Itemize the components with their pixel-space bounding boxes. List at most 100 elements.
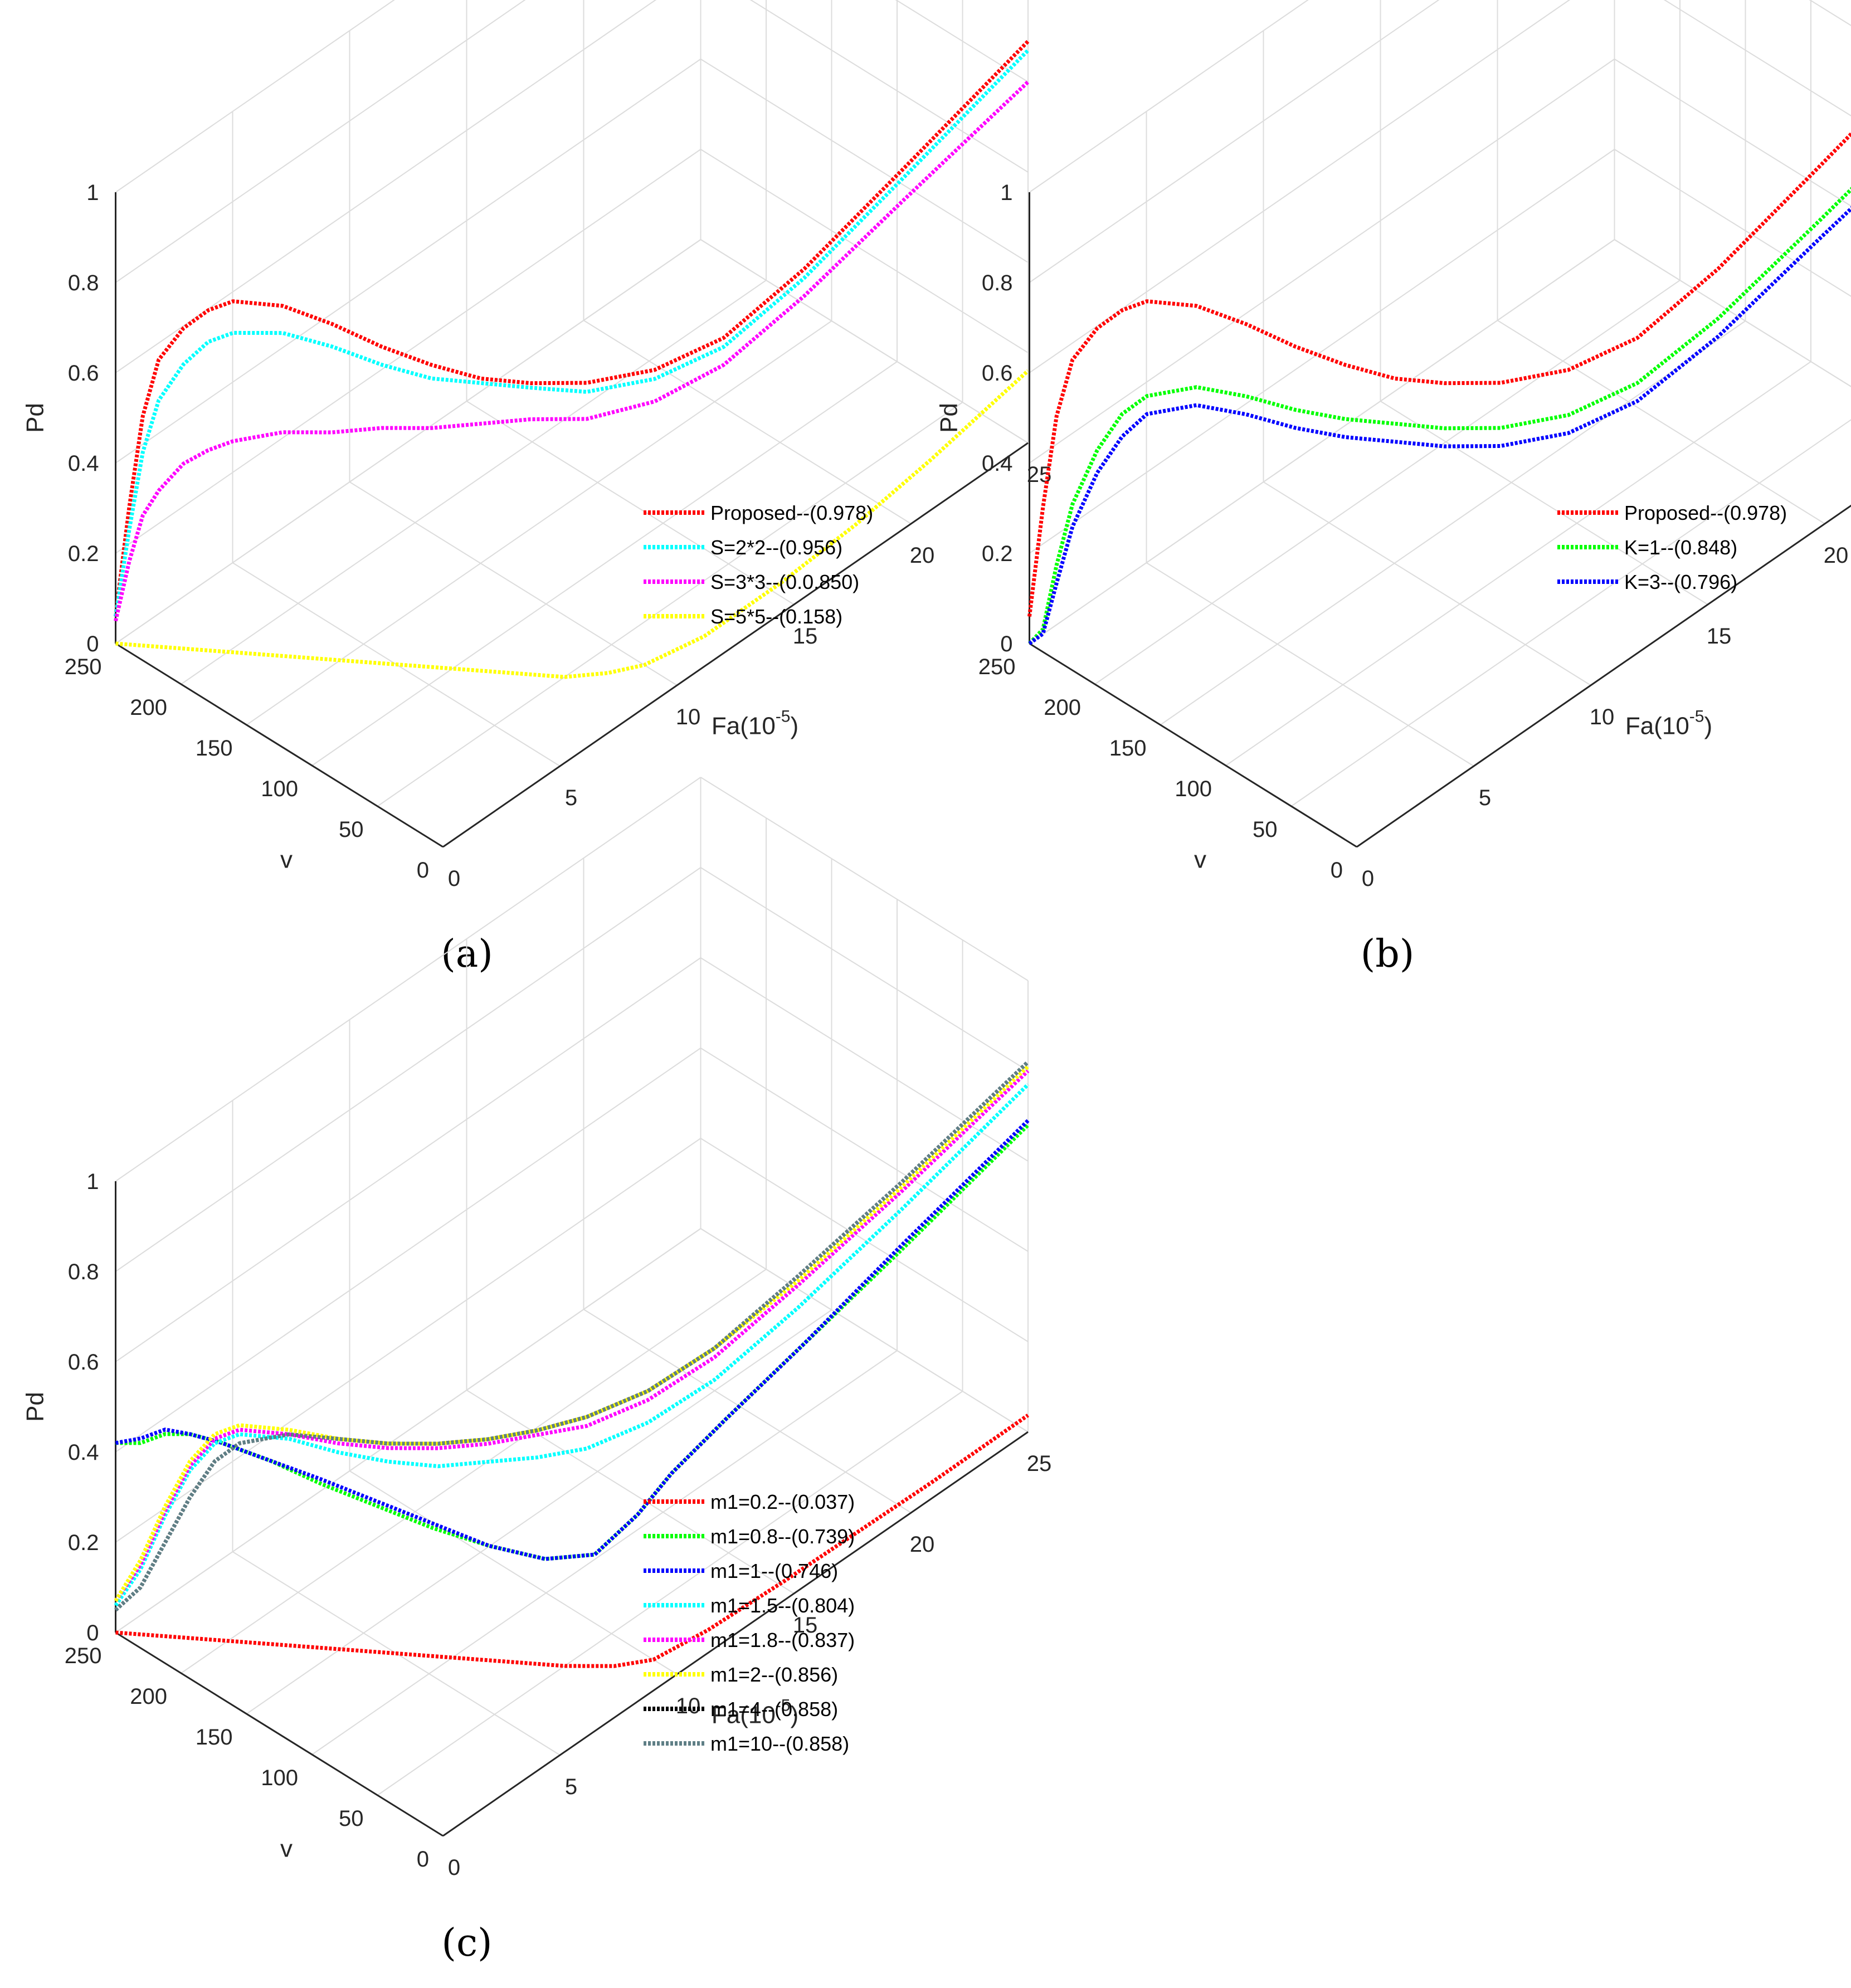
gridline	[246, 320, 832, 725]
x-axis-label-text: Fa(10	[1625, 713, 1689, 740]
y-tick-label: 200	[1044, 695, 1081, 720]
gridline	[1614, 239, 1851, 387]
gridline	[1497, 320, 1825, 524]
z-tick-label: 0.6	[68, 1350, 99, 1375]
y-tick-label: 0	[417, 858, 429, 883]
gridline	[1809, 0, 1851, 26]
chart-panel-b: 051015202505010015020025000.20.40.60.81F…	[936, 0, 1851, 976]
y-tick-label: 250	[65, 1644, 102, 1668]
x-tick-label: 20	[910, 1532, 935, 1557]
gridline	[1614, 239, 1851, 387]
y-tick-label: 250	[65, 655, 102, 679]
chart-panel-a: 051015202505010015020025000.20.40.60.81F…	[22, 0, 1051, 976]
z-tick-label: 0	[86, 1621, 99, 1645]
y-axis-label: v	[280, 1835, 293, 1862]
panel-caption: (c)	[441, 1921, 492, 1965]
z-tick-label: 1	[86, 1170, 99, 1194]
y-tick-label: 50	[339, 817, 364, 842]
series-line-3	[1028, 206, 1851, 645]
y-tick-label: 100	[261, 777, 298, 801]
x-tick-label: 5	[565, 786, 577, 810]
x-axis	[442, 442, 1029, 848]
z-tick-label: 0.4	[68, 1440, 99, 1465]
x-axis-label-text: Fa(10	[712, 713, 776, 740]
gridline	[1225, 361, 1811, 766]
z-tick-label: 0.6	[982, 361, 1013, 386]
gridline	[115, 0, 395, 193]
y-tick-label: 250	[978, 655, 1016, 679]
series-line-8	[114, 1060, 1030, 1612]
y-tick-label: 50	[1253, 817, 1278, 842]
series-line-4	[115, 369, 1030, 679]
y-tick-label: 0	[1331, 858, 1343, 883]
x-axis-label-exponent: -5	[776, 708, 791, 726]
gridline	[1029, 59, 1615, 464]
z-tick-label: 0.8	[68, 1260, 99, 1284]
gridline	[115, 0, 526, 283]
z-tick-label: 0.6	[68, 361, 99, 386]
series-line-1	[1027, 131, 1851, 617]
legend-entry: m1=1--(0.746)	[710, 1560, 838, 1582]
x-tick-label: 0	[1362, 866, 1374, 891]
y-axis-label: v	[1194, 846, 1206, 873]
gridline	[1263, 481, 1591, 686]
gridline	[1029, 239, 1615, 644]
gridline	[583, 1309, 912, 1513]
y-tick-label: 0	[417, 1847, 429, 1872]
gridline	[700, 867, 1029, 1071]
gridline	[1029, 149, 1615, 554]
y-tick-label: 150	[196, 736, 233, 761]
series-line-5	[114, 1069, 1030, 1602]
gridline	[583, 320, 912, 524]
legend-entry: Proposed--(0.978)	[1624, 501, 1787, 524]
panel-caption: (b)	[1361, 932, 1415, 976]
gridline	[700, 777, 1029, 981]
y-tick-label: 50	[339, 1806, 364, 1831]
x-tick-label: 15	[793, 1613, 818, 1638]
z-tick-label: 0.2	[982, 542, 1013, 566]
legend-entry: m1=4--(0.858)	[710, 1698, 838, 1721]
x-tick-label: 0	[448, 1855, 460, 1880]
x-axis-label: Fa(10-5)	[712, 708, 798, 740]
gridline	[700, 957, 1029, 1162]
gridline	[1614, 149, 1851, 297]
series-line-7	[114, 1060, 1030, 1612]
legend: m1=0.2--(0.037) m1=0.8--(0.739) m1=1--(0.7…	[644, 1490, 855, 1755]
y-tick-label: 100	[1175, 777, 1212, 801]
gridline	[1290, 419, 1851, 807]
gridline	[181, 280, 767, 685]
gridline	[700, 1228, 1029, 1432]
z-tick-label: 1	[1000, 181, 1012, 205]
series-line-2	[115, 1123, 1030, 1561]
y-tick-label: 200	[130, 1684, 167, 1709]
y-tick-label: 100	[261, 1766, 298, 1790]
series-line-3	[114, 80, 1030, 622]
gridline	[115, 1138, 702, 1543]
x-tick-label: 20	[910, 543, 935, 568]
gridline	[466, 1390, 795, 1594]
gridline	[115, 149, 702, 554]
legend-entry: Proposed--(0.978)	[710, 501, 873, 524]
series-line-1	[115, 1414, 1030, 1668]
z-tick-label: 0.8	[982, 271, 1013, 295]
gridline	[700, 1047, 1029, 1252]
z-tick-label: 0	[1000, 632, 1012, 656]
y-axis	[115, 1631, 444, 1837]
gridline	[700, 239, 1029, 444]
series-line-3	[115, 1119, 1030, 1561]
gridline	[466, 401, 795, 605]
y-axis	[115, 642, 444, 848]
series-line-4	[114, 1083, 1030, 1607]
x-axis-label-exponent: -5	[1689, 708, 1704, 726]
z-tick-label: 0.4	[68, 451, 99, 476]
x-tick-label: 10	[676, 705, 701, 729]
x-tick-label: 5	[565, 1775, 577, 1799]
gridline	[749, 0, 1029, 173]
z-tick-label: 0.2	[68, 542, 99, 566]
gridline	[311, 361, 898, 766]
gridline	[1029, 0, 1440, 283]
x-tick-label: 20	[1824, 543, 1849, 568]
gridline	[700, 1138, 1029, 1342]
gridline	[700, 59, 1029, 263]
